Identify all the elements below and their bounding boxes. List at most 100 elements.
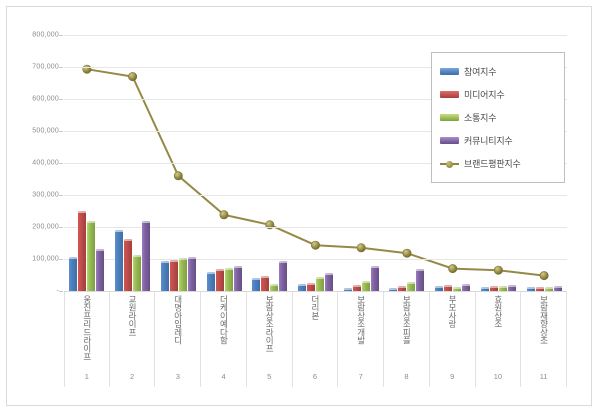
bar-highlight <box>215 269 224 272</box>
plot-area: 브랜드평판지수: 693,000브랜드평판지수: 670,000브랜드평판지수:… <box>64 35 567 292</box>
bar-highlight <box>96 249 105 252</box>
y-axis-tick-label: 400,000 <box>32 159 59 167</box>
line-marker[interactable]: 브랜드평판지수: 135,000 <box>356 243 366 253</box>
bar[interactable] <box>297 283 306 291</box>
bar-highlight <box>115 230 124 233</box>
category-label-cell: 보람상조피플 <box>384 292 430 366</box>
line-marker[interactable]: 브랜드평판지수: 207,000 <box>265 220 275 230</box>
bar-highlight <box>480 286 489 289</box>
line-marker[interactable]: 브랜드평판지수: 238,000 <box>219 210 229 220</box>
category-label: 대명아임레디 <box>173 295 184 345</box>
bar[interactable] <box>115 230 124 291</box>
legend-item-4[interactable]: 커뮤니티지수 <box>440 129 558 152</box>
line-marker[interactable]: 브랜드평판지수: 360,000 <box>173 171 183 181</box>
bar[interactable] <box>435 286 444 291</box>
bar[interactable] <box>252 278 261 291</box>
category-number: 7 <box>338 365 385 387</box>
bar[interactable] <box>462 283 471 291</box>
line-marker[interactable]: 브랜드평판지수: 48,000 <box>539 271 549 281</box>
line-marker[interactable]: 브랜드평판지수: 670,000 <box>128 72 138 82</box>
bar[interactable] <box>361 280 370 291</box>
line-marker[interactable]: 브랜드평판지수: 143,000 <box>311 240 321 250</box>
bar[interactable] <box>416 269 425 291</box>
bar-group <box>338 35 384 291</box>
category-number: 10 <box>476 365 522 387</box>
bar[interactable] <box>407 282 416 291</box>
bar[interactable] <box>261 275 270 291</box>
bar[interactable] <box>133 255 142 291</box>
bar[interactable] <box>160 260 169 291</box>
bar[interactable] <box>526 287 535 291</box>
line-marker[interactable]: 브랜드평판지수: 70,000 <box>448 264 458 274</box>
bar[interactable] <box>78 211 87 291</box>
bar[interactable] <box>398 286 407 291</box>
y-axis-tick-label: - <box>56 287 59 295</box>
bar[interactable] <box>315 276 324 291</box>
bar[interactable] <box>87 220 96 291</box>
legend-color-swatch <box>440 114 459 121</box>
category-label-cell: 교원라이프 <box>110 292 156 366</box>
y-axis: - 100,000 200,000 300,000 400,000 500,000 600,… <box>7 31 63 295</box>
bar-group <box>430 35 476 291</box>
bar[interactable] <box>233 266 242 291</box>
bar[interactable] <box>169 259 178 291</box>
bar[interactable] <box>96 249 105 291</box>
bar[interactable] <box>389 288 398 291</box>
bar[interactable] <box>142 221 151 291</box>
legend-color-swatch <box>440 137 459 144</box>
category-label: 교원라이프 <box>127 295 138 337</box>
bar[interactable] <box>279 260 288 291</box>
category-number: 6 <box>293 365 339 387</box>
bar-highlight <box>169 259 178 262</box>
bar[interactable] <box>544 286 553 291</box>
bar-highlight <box>206 271 215 274</box>
category-label-cell: 웅진프리드라이프 <box>64 292 110 366</box>
y-axis-tick-label: 500,000 <box>32 127 59 135</box>
bar-highlight <box>297 283 306 286</box>
gridline <box>64 227 567 228</box>
category-label: 더리본 <box>310 295 321 320</box>
legend-item-1[interactable]: 참여지수 <box>440 60 558 83</box>
bar-highlight <box>261 275 270 278</box>
bar[interactable] <box>553 285 562 291</box>
bar[interactable] <box>352 285 361 291</box>
bar[interactable] <box>224 267 233 291</box>
bar[interactable] <box>69 257 78 291</box>
bar[interactable] <box>507 285 516 291</box>
legend-item-2[interactable]: 미디어지수 <box>440 83 558 106</box>
bar[interactable] <box>187 257 196 291</box>
bar[interactable] <box>270 283 279 291</box>
category-label: 부모사랑 <box>447 295 458 328</box>
legend-item-3[interactable]: 소통지수 <box>440 106 558 129</box>
bar[interactable] <box>453 286 462 291</box>
category-label-cell: 보람상조개발 <box>338 292 385 366</box>
bar[interactable] <box>324 273 333 291</box>
bar[interactable] <box>124 238 133 291</box>
category-number: 8 <box>384 365 430 387</box>
bar[interactable] <box>498 285 507 291</box>
bar[interactable] <box>489 285 498 291</box>
y-axis-tick-mark <box>59 163 63 164</box>
line-marker[interactable]: 브랜드평판지수: 65,000 <box>493 265 503 275</box>
bar[interactable] <box>206 271 215 291</box>
gridline <box>64 163 567 164</box>
bar[interactable] <box>306 283 315 291</box>
y-axis-tick-label: 100,000 <box>32 255 59 263</box>
legend-item-5[interactable]: 브랜드평판지수 <box>440 152 558 175</box>
bar[interactable] <box>343 288 352 291</box>
y-axis-tick-label: 800,000 <box>32 31 59 39</box>
category-number: 1 <box>64 365 110 387</box>
bar[interactable] <box>480 286 489 291</box>
line-marker[interactable]: 브랜드평판지수: 118,000 <box>402 248 412 258</box>
bar[interactable] <box>444 285 453 291</box>
legend-color-swatch <box>440 91 459 98</box>
y-axis-tick-mark <box>59 99 63 100</box>
bar[interactable] <box>215 269 224 291</box>
bar[interactable] <box>370 266 379 291</box>
bar-highlight <box>279 260 288 263</box>
bar[interactable] <box>178 258 187 291</box>
bar[interactable] <box>535 286 544 291</box>
y-axis-tick-label: 700,000 <box>32 63 59 71</box>
y-axis-tick-mark <box>59 291 63 292</box>
